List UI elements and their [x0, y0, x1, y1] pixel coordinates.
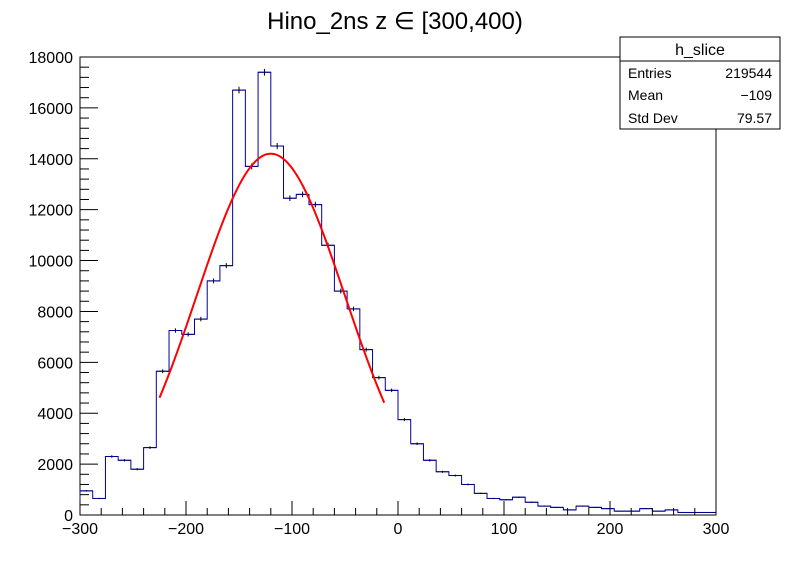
histogram-bin [550, 506, 564, 508]
histogram-bin [143, 446, 157, 449]
histogram-bin [410, 442, 424, 446]
histogram-bin [563, 509, 577, 511]
histogram-bin [614, 510, 627, 512]
stats-stddev-label: Std Dev [628, 110, 678, 126]
histogram-bin [359, 347, 373, 352]
histogram-bin [270, 142, 284, 150]
histogram-bin [334, 288, 348, 294]
histogram-bin [512, 496, 526, 498]
histogram-bin [448, 474, 462, 477]
y-tick-label: 12000 [29, 203, 74, 220]
histogram-outline [79, 71, 717, 515]
histogram-bin [703, 511, 716, 513]
histogram-bin [194, 316, 208, 322]
histogram-bin [576, 505, 589, 507]
histogram-bin [537, 505, 551, 507]
y-tick-label: 18000 [29, 50, 74, 67]
histogram-bin [487, 497, 500, 500]
stats-box-frame [619, 36, 781, 130]
histogram-bin [525, 501, 538, 503]
histogram-bin [385, 388, 398, 393]
histogram-bin [156, 369, 170, 374]
histogram-bin [588, 506, 602, 508]
histogram-bin [652, 510, 666, 512]
histogram-bin [92, 497, 106, 500]
histogram-bin [207, 278, 220, 284]
histogram-bin [105, 455, 119, 458]
fit-curve [158, 152, 386, 404]
x-tick-label: −200 [168, 521, 204, 538]
histogram-bin [601, 508, 615, 510]
histogram-bars [79, 68, 717, 515]
y-tick-label: 0 [64, 508, 73, 525]
gaussian-fit [158, 152, 386, 404]
histogram-bin [219, 263, 233, 269]
x-tick-label: 100 [491, 521, 518, 538]
y-tick-label: 14000 [29, 152, 74, 169]
y-tick-label: 10000 [29, 254, 74, 271]
histogram-bin [232, 86, 246, 94]
histogram-bin [130, 468, 144, 471]
stats-entries-value: 219544 [725, 65, 772, 81]
y-tick-label: 8000 [37, 304, 73, 321]
stats-mean-value: −109 [740, 87, 772, 103]
x-tick-label: 0 [394, 521, 403, 538]
histogram-bin [690, 511, 704, 513]
stats-mean-label: Mean [628, 87, 663, 103]
histogram-bin [169, 328, 182, 333]
histogram-bin [665, 509, 678, 511]
y-tick-label: 4000 [37, 406, 73, 423]
y-tick-label: 2000 [37, 457, 73, 474]
histogram-bin [423, 459, 437, 462]
histogram-bin [436, 470, 449, 473]
y-tick-label: 6000 [37, 355, 73, 372]
histogram-bin [639, 508, 653, 510]
x-tick-label: −100 [274, 521, 310, 538]
histogram-bin [677, 511, 691, 513]
axes: −300 −200 −100 0 100 200 300 0 2000 4000 6000 8000 1… [29, 50, 730, 538]
histogram-bin [626, 510, 640, 512]
stats-box-name: h_slice [675, 42, 725, 59]
histogram-bin [118, 459, 131, 462]
histogram-bin [474, 492, 488, 495]
chart-title: Hino_2ns z ∈ [300,400) [267, 8, 523, 35]
histogram-bin [283, 195, 297, 202]
y-tick-label: 16000 [29, 101, 74, 118]
histogram-bin [398, 418, 411, 422]
stats-box: h_slice Entries 219544 Mean −109 Std Dev… [619, 36, 781, 130]
x-tick-label: 300 [703, 521, 730, 538]
stats-entries-label: Entries [628, 65, 672, 81]
histogram-bin [258, 68, 271, 76]
x-tick-label: −300 [62, 521, 98, 538]
histogram-bin [80, 490, 93, 492]
stats-stddev-value: 79.57 [737, 110, 772, 126]
x-tick-label: 200 [597, 521, 624, 538]
histogram-bin [499, 499, 513, 501]
histogram-bin [461, 483, 475, 486]
